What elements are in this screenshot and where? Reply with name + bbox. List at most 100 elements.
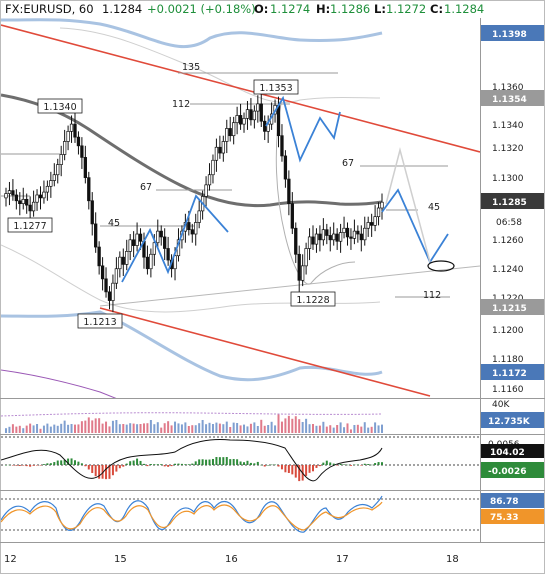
stoch-d-line [1, 501, 383, 531]
candle [145, 245, 150, 275]
volume-bar [232, 422, 235, 433]
volume-bar [291, 418, 294, 433]
volume-bar [132, 423, 135, 433]
volume-bar [260, 419, 263, 433]
volume-bar [322, 421, 325, 433]
macd-bar [249, 462, 252, 465]
macd-bar [260, 464, 263, 466]
macd-bar [360, 465, 363, 466]
header: FX:EURUSD, 60 1.1284 +0.0021 (+0.18%) O:… [5, 2, 484, 16]
open-value: 1.1274 [270, 2, 310, 16]
macd-bar [167, 465, 170, 467]
candle [256, 95, 260, 123]
countdown-tag: 06:58 [481, 214, 544, 229]
macd-bar [201, 459, 204, 465]
macd-bar [318, 465, 321, 467]
macd-bar [329, 462, 332, 465]
volume-bar [336, 425, 339, 433]
volume-bar [198, 423, 201, 433]
volume-bar [211, 424, 214, 433]
macd-bar [77, 461, 80, 465]
macd-bar [170, 465, 173, 467]
candle [349, 228, 353, 250]
macd-tag-hist: -0.0026 [481, 462, 544, 478]
macd-bar [343, 464, 346, 465]
candle [14, 189, 18, 210]
macd-bar [267, 465, 270, 466]
macd-bar [377, 462, 380, 465]
stoch-panel[interactable] [1, 495, 480, 533]
volume-bar [270, 421, 273, 433]
volume-bar [15, 426, 18, 433]
fib-label-45b: 45 [428, 202, 440, 213]
price-label-1228: 1.1228 [290, 291, 336, 307]
macd-bar [381, 462, 383, 465]
macd-bar [370, 464, 373, 466]
candle [135, 222, 139, 252]
volume-bar [25, 425, 28, 433]
volume-bar [287, 415, 290, 433]
macd-bar [22, 465, 25, 466]
macd-bar [263, 465, 266, 467]
macd-bar [39, 465, 42, 466]
macd-bar [315, 465, 318, 468]
macd-bar [332, 463, 335, 465]
candle [149, 248, 153, 278]
candle [35, 189, 39, 211]
volume-bar [146, 423, 149, 433]
volume-bar [370, 426, 373, 433]
price-tick: 1.1260 [492, 236, 524, 246]
macd-bar [222, 457, 225, 465]
volume-bar [73, 424, 76, 433]
volume-bar [77, 424, 80, 433]
volume-bar [139, 424, 142, 433]
price-label-1277: 1.1277 [7, 217, 53, 233]
candle [252, 105, 257, 129]
price-tag-last: 1.1285 [481, 193, 544, 209]
volume-bar [301, 422, 304, 433]
macd-bar [49, 463, 52, 465]
candle [100, 257, 105, 291]
macd-bar [32, 465, 35, 466]
macd-bar [111, 465, 114, 476]
svg-text:1.1340: 1.1340 [43, 102, 76, 113]
price-axis[interactable]: 1.1360 1.1340 1.1320 1.1300 1.1260 1.124… [481, 25, 544, 395]
macd-bar [325, 460, 328, 465]
svg-text:75.33: 75.33 [490, 513, 518, 523]
candle [18, 192, 22, 216]
macd-bar [146, 465, 149, 467]
price-panel[interactable]: 1.1340 1.1277 1.1213 1.1353 1.1228 135 1… [1, 18, 480, 400]
upper-band [1, 18, 383, 48]
price-tag-envelope-high: 1.1354 [481, 90, 544, 106]
macd-bar [174, 463, 177, 465]
candle [245, 100, 250, 130]
macd-panel[interactable] [1, 436, 480, 482]
support-trendline [99, 265, 480, 307]
macd-bar [270, 464, 273, 466]
macd-bar [122, 465, 125, 467]
price-label-1353: 1.1353 [253, 79, 299, 95]
candle [52, 163, 56, 187]
macd-bar [229, 459, 232, 465]
volume-bar [108, 426, 111, 433]
candle [42, 180, 46, 204]
volume-bar [87, 417, 90, 433]
candle [380, 193, 384, 220]
volume-bar [194, 425, 197, 433]
candle [314, 228, 319, 253]
macd-bar [36, 465, 39, 466]
volume-bar [346, 423, 349, 433]
volume-bar [332, 427, 335, 433]
candle [332, 222, 336, 246]
svg-text:1.1213: 1.1213 [83, 317, 116, 328]
macd-bar [29, 465, 32, 467]
macd-bar [225, 457, 228, 465]
volume-bar [11, 424, 14, 433]
volume-panel[interactable] [1, 412, 383, 433]
candle [232, 116, 236, 145]
candle [338, 223, 343, 253]
candle [373, 205, 377, 232]
macd-bar [177, 463, 180, 465]
time-axis[interactable]: 12 15 16 17 18 [4, 554, 459, 565]
volume-bar [229, 427, 232, 433]
